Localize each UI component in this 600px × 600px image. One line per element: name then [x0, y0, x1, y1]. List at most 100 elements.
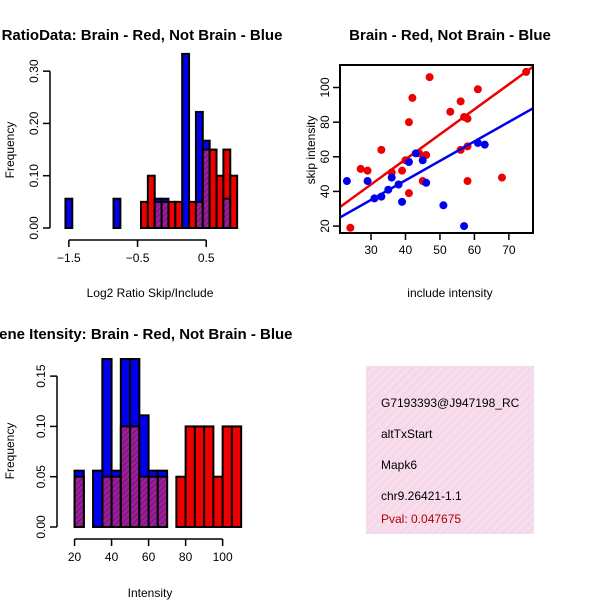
scatter-point-not-brain [418, 156, 427, 165]
scatter-point-not-brain [384, 185, 393, 194]
intensity-bar-brain [230, 425, 243, 529]
ratio-bar-brain [188, 200, 197, 230]
scatter-x-tick-label: 60 [468, 243, 482, 257]
scatter-x-tick-label: 50 [433, 243, 447, 257]
intensity-bar-overlap [73, 475, 85, 528]
gene-intensity-histogram: Gene Itensity: Brain - Red, Not Brain - … [0, 326, 293, 600]
intensity-bar-brain [221, 425, 233, 529]
scatter-point-not-brain [370, 194, 379, 203]
intensity-scatter-axes: 30 40 50 60 70 20 40 60 80 100 [318, 64, 534, 257]
ratio-bar-overlap [222, 197, 232, 230]
scatter-point-brain [446, 107, 455, 116]
intensity-bar-brain [175, 475, 187, 528]
scatter-point-not-brain [387, 173, 396, 182]
scatter-point-brain [522, 67, 531, 76]
scatter-point-not-brain [422, 178, 431, 187]
probe-id: G7193393@J947198_RC [381, 396, 520, 410]
scatter-point-not-brain [411, 149, 420, 158]
intensity-x-tick-label: 60 [142, 550, 156, 564]
scatter-point-not-brain [377, 192, 386, 201]
intensity-bar-brain [184, 425, 196, 529]
scatter-point-brain [404, 118, 413, 127]
p-value: Pval: 0.047675 [381, 512, 461, 526]
ratio-y-tick-label: 0.20 [27, 111, 41, 135]
gene-intensity-histogram-xlabel: Intensity [128, 586, 173, 600]
scatter-y-tick-label: 60 [318, 150, 332, 164]
ratio-bar-brain [229, 174, 239, 229]
intensity-bar-overlap [156, 475, 169, 528]
intensity-bar-overlap [129, 425, 141, 529]
event-type: altTxStart [381, 427, 433, 441]
ratio-bar-brain [208, 148, 218, 229]
ratio-bar-not-brain [181, 52, 191, 230]
intensity-scatter: Brain - Red, Not Brain - Blue 30 40 50 60 70… [304, 27, 551, 300]
ratio-histogram-title: RatioData: Brain - Red, Not Brain - Blue [2, 27, 283, 44]
scatter-point-not-brain [460, 222, 469, 231]
scatter-point-not-brain [480, 140, 489, 149]
scatter-fit-line-not-brain [340, 107, 533, 219]
scatter-point-brain [473, 85, 482, 94]
scatter-point-not-brain [404, 157, 413, 166]
scatter-point-not-brain [473, 138, 482, 147]
ratio-x-tick-label: 0.5 [198, 251, 215, 265]
ratio-bar-not-brain [64, 197, 74, 230]
scatter-point-brain [377, 145, 386, 154]
scatter-point-brain [346, 223, 355, 232]
ratio-y-tick-label: 0.10 [27, 164, 41, 188]
ratio-bar-overlap [160, 200, 170, 230]
ratio-bar-not-brain [112, 197, 122, 230]
ratio-histogram-xlabel: Log2 Ratio Skip/Include [87, 286, 214, 300]
intensity-scatter-marks [340, 65, 533, 232]
scatter-y-tick-label: 40 [318, 184, 332, 198]
scatter-plot-frame [339, 64, 534, 234]
scatter-point-not-brain [363, 177, 372, 186]
scatter-x-tick-label: 40 [399, 243, 413, 257]
scatter-point-not-brain [439, 201, 448, 210]
scatter-point-brain [408, 93, 417, 102]
ratio-y-tick-label: 0.00 [27, 216, 41, 240]
scatter-x-tick-label: 30 [364, 243, 378, 257]
gene-intensity-histogram-bars [73, 358, 243, 529]
intensity-bar-overlap [138, 475, 150, 528]
info-panel: G7193393@J947198_RC altTxStart Mapk6 chr… [366, 366, 534, 534]
intensity-bar-overlap [119, 425, 132, 529]
scatter-point-brain [356, 164, 365, 173]
intensity-bar-overlap [147, 475, 159, 528]
gene-intensity-histogram-ylabel: Frequency [3, 423, 17, 480]
scatter-point-brain [398, 166, 407, 175]
ratio-y-tick-label: 0.30 [27, 59, 41, 83]
ratio-x-tick-label: −0.5 [126, 251, 150, 265]
ratio-histogram-bars [64, 52, 239, 230]
intensity-y-tick-label: 0.00 [34, 515, 48, 539]
scatter-point-brain [456, 97, 465, 106]
ratio-histogram-axes: 0.00 0.10 0.20 0.30 −1.5 −0.5 0.5 [27, 59, 215, 265]
intensity-x-tick-label: 80 [179, 550, 193, 564]
scatter-point-brain [463, 177, 472, 186]
genomic-location: chr9.26421-1.1 [381, 489, 462, 503]
scatter-point-brain [404, 189, 413, 198]
scatter-x-tick-label: 70 [502, 243, 516, 257]
intensity-scatter-xlabel: include intensity [407, 286, 492, 300]
intensity-y-tick-label: 0.10 [34, 414, 48, 438]
scatter-point-brain [363, 166, 372, 175]
info-panel-background [366, 366, 534, 534]
scatter-point-not-brain [398, 197, 407, 206]
intensity-bar-not-brain [92, 469, 104, 529]
ratio-bar-brain [146, 174, 156, 229]
intensity-scatter-title: Brain - Red, Not Brain - Blue [349, 27, 551, 44]
intensity-bar-overlap [110, 475, 122, 528]
scatter-point-not-brain [342, 177, 351, 186]
scatter-fit-line-brain [340, 65, 533, 209]
intensity-bar-brain [203, 425, 215, 529]
scatter-y-tick-label: 80 [318, 115, 332, 129]
intensity-x-tick-label: 40 [105, 550, 119, 564]
scatter-point-brain [425, 73, 434, 82]
scatter-point-brain [497, 173, 506, 182]
gene-name: Mapk6 [381, 458, 417, 472]
scatter-y-tick-label: 100 [318, 77, 332, 97]
ratio-bar-overlap [194, 200, 204, 230]
ratio-x-tick-label: −1.5 [57, 251, 81, 265]
ratio-bar-brain [167, 200, 177, 230]
intensity-scatter-ylabel: skip intensity [304, 116, 318, 185]
